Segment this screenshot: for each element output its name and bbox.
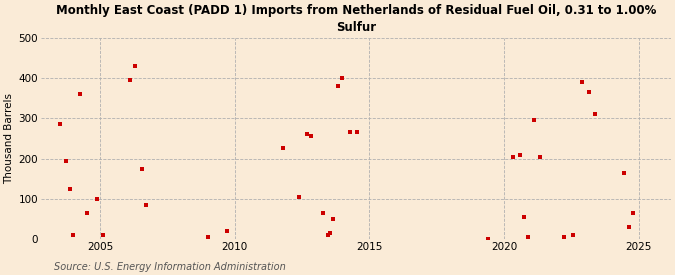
- Point: [514, 152, 525, 157]
- Point: [294, 194, 304, 199]
- Point: [325, 230, 335, 235]
- Point: [576, 80, 587, 84]
- Point: [130, 64, 140, 68]
- Title: Monthly East Coast (PADD 1) Imports from Netherlands of Residual Fuel Oil, 0.31 : Monthly East Coast (PADD 1) Imports from…: [55, 4, 656, 34]
- Point: [567, 233, 578, 237]
- Text: Source: U.S. Energy Information Administration: Source: U.S. Energy Information Administ…: [54, 262, 286, 272]
- Point: [140, 202, 151, 207]
- Point: [352, 130, 362, 135]
- Point: [624, 225, 634, 229]
- Point: [322, 233, 333, 237]
- Point: [277, 146, 288, 151]
- Point: [522, 235, 533, 239]
- Point: [327, 216, 338, 221]
- Point: [92, 196, 103, 201]
- Point: [559, 235, 570, 239]
- Point: [518, 214, 529, 219]
- Point: [483, 236, 493, 241]
- Point: [583, 90, 594, 95]
- Point: [61, 158, 72, 163]
- Point: [345, 130, 356, 135]
- Point: [74, 92, 85, 97]
- Point: [618, 170, 629, 175]
- Point: [535, 154, 545, 159]
- Point: [528, 118, 539, 123]
- Point: [54, 122, 65, 127]
- Point: [65, 186, 76, 191]
- Point: [337, 76, 348, 81]
- Point: [68, 233, 78, 237]
- Point: [124, 78, 135, 82]
- Point: [628, 211, 639, 215]
- Y-axis label: Thousand Barrels: Thousand Barrels: [4, 93, 14, 184]
- Point: [136, 166, 147, 171]
- Point: [302, 132, 313, 137]
- Point: [306, 134, 317, 139]
- Point: [81, 211, 92, 215]
- Point: [202, 235, 213, 239]
- Point: [508, 154, 518, 159]
- Point: [333, 84, 344, 89]
- Point: [221, 229, 232, 233]
- Point: [318, 211, 329, 215]
- Point: [97, 233, 108, 237]
- Point: [590, 112, 601, 117]
